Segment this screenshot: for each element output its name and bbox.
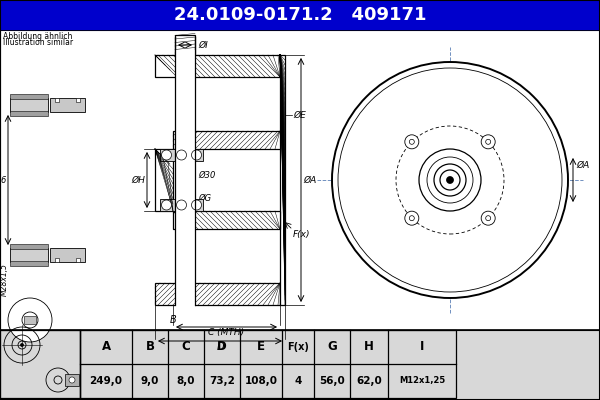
Text: ØG: ØG — [198, 194, 211, 202]
Text: Illustration similar: Illustration similar — [3, 38, 73, 47]
Text: ØI: ØI — [198, 40, 208, 50]
Text: G: G — [327, 340, 337, 354]
Bar — [50, 248, 85, 262]
Text: B: B — [146, 340, 155, 354]
Text: 9,0: 9,0 — [141, 376, 159, 386]
Bar — [65, 374, 79, 386]
Text: M28x1,5: M28x1,5 — [0, 264, 8, 296]
Text: ØA: ØA — [576, 160, 589, 170]
Bar — [173, 211, 280, 229]
Text: Abbildung ähnlich: Abbildung ähnlich — [3, 32, 73, 41]
Bar — [80, 330, 456, 398]
Text: H: H — [364, 340, 374, 354]
Bar — [10, 111, 48, 116]
Bar — [76, 258, 80, 262]
Bar — [55, 258, 59, 262]
Circle shape — [22, 312, 38, 328]
Text: Ø56: Ø56 — [0, 176, 7, 184]
Text: C: C — [182, 340, 190, 354]
Bar — [10, 94, 48, 99]
Text: 249,0: 249,0 — [89, 376, 122, 386]
Bar — [175, 50, 195, 310]
Text: 4: 4 — [295, 376, 302, 386]
Text: 8,0: 8,0 — [177, 376, 195, 386]
Bar — [10, 244, 48, 249]
Circle shape — [481, 211, 495, 225]
Circle shape — [161, 150, 172, 160]
Circle shape — [481, 135, 495, 149]
Bar — [0, 0, 600, 29]
Bar — [50, 98, 85, 112]
Text: Ø30: Ø30 — [198, 170, 215, 180]
Text: F(x): F(x) — [293, 230, 311, 240]
Text: ØH: ØH — [131, 176, 145, 184]
Circle shape — [69, 377, 75, 383]
Text: C (MTH): C (MTH) — [208, 328, 245, 337]
Circle shape — [20, 344, 23, 346]
Text: 56,0: 56,0 — [319, 376, 345, 386]
Bar — [175, 35, 195, 55]
Text: 24.0109-0171.2   409171: 24.0109-0171.2 409171 — [174, 6, 426, 24]
Circle shape — [332, 62, 568, 298]
Bar — [160, 199, 203, 211]
Circle shape — [191, 150, 202, 160]
Circle shape — [405, 211, 419, 225]
Bar — [55, 98, 59, 102]
Text: E: E — [257, 340, 265, 354]
Bar — [155, 55, 280, 77]
Bar — [160, 149, 203, 161]
Text: D: D — [216, 342, 224, 352]
Text: I: I — [420, 340, 424, 354]
Text: 62,0: 62,0 — [356, 376, 382, 386]
Bar — [155, 283, 280, 305]
Text: 73,2: 73,2 — [209, 376, 235, 386]
Circle shape — [8, 298, 52, 342]
Text: D: D — [217, 340, 227, 354]
Circle shape — [161, 200, 172, 210]
Text: F(x): F(x) — [287, 342, 309, 352]
Text: B: B — [170, 315, 176, 325]
Bar — [0, 30, 600, 330]
Text: ØA: ØA — [303, 176, 316, 184]
Text: ØE: ØE — [293, 110, 306, 120]
Text: M12x1,25: M12x1,25 — [399, 376, 445, 386]
Circle shape — [446, 176, 454, 184]
Circle shape — [176, 150, 187, 160]
Bar — [10, 98, 48, 112]
Bar — [155, 149, 173, 211]
Bar — [76, 98, 80, 102]
Circle shape — [405, 135, 419, 149]
Bar — [173, 131, 280, 149]
Text: A: A — [101, 340, 110, 354]
Circle shape — [191, 200, 202, 210]
Bar — [24, 316, 36, 324]
Text: 108,0: 108,0 — [245, 376, 277, 386]
Circle shape — [176, 200, 187, 210]
Bar — [10, 248, 48, 262]
Bar — [280, 55, 285, 305]
Bar — [0, 330, 80, 398]
Bar — [10, 261, 48, 266]
